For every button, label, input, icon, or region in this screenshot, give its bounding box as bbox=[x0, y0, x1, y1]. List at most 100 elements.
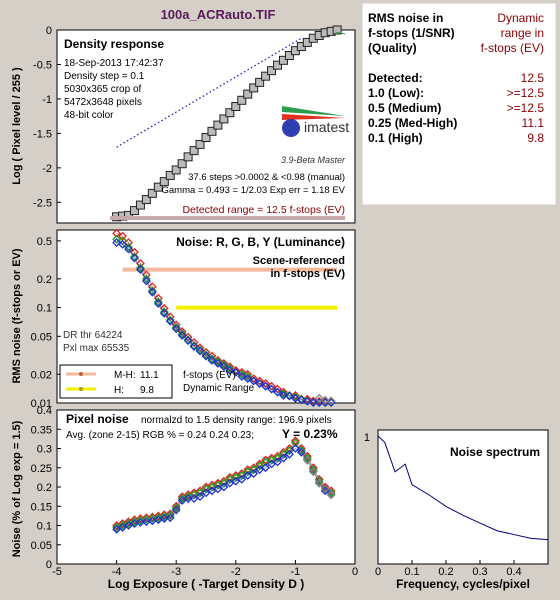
noise-point bbox=[273, 387, 282, 397]
pixel-y-value: Y = 0.23% bbox=[282, 427, 338, 441]
noise-point bbox=[255, 379, 265, 388]
pixel-point bbox=[279, 453, 288, 463]
noise-point bbox=[195, 346, 205, 356]
pixel-noise-panel: Noise (% of Log exp = 1.5) Log Exposure … bbox=[11, 405, 358, 591]
legend-value-h: 9.8 bbox=[140, 385, 154, 396]
spectrum-panel: 1 0 0.1 0.2 0.3 0.4 Noise spectrum Frequency… bbox=[364, 429, 549, 591]
density-point bbox=[249, 83, 259, 93]
pixel-heading: Pixel noise bbox=[66, 412, 129, 426]
density-point bbox=[195, 139, 205, 149]
logo-green-wedge bbox=[282, 106, 345, 116]
density-ytick-label: -0.5 bbox=[33, 59, 52, 71]
density-ytick-label: -2 bbox=[42, 163, 52, 175]
spectrum-xtick-label: 0.3 bbox=[472, 566, 487, 578]
noise-point bbox=[261, 379, 271, 388]
pixel-point bbox=[285, 449, 294, 459]
noise-point bbox=[159, 308, 169, 318]
density-end-tick bbox=[335, 31, 346, 35]
spectrum-heading: Noise spectrum bbox=[450, 445, 540, 459]
density-point bbox=[165, 170, 175, 180]
noise-point bbox=[124, 242, 133, 252]
density-ytick-label: -1.5 bbox=[33, 128, 52, 140]
noise-point bbox=[314, 393, 324, 403]
spectrum-xtick-label: 0.2 bbox=[438, 566, 453, 578]
table-row-label: 0.5 (Medium) bbox=[368, 101, 441, 115]
noise-point bbox=[153, 299, 163, 309]
noise-ytick-label: 0.01 bbox=[31, 398, 52, 410]
density-heading: Density response bbox=[64, 37, 164, 51]
spectrum-ytick: 1 bbox=[364, 432, 370, 444]
noise-point bbox=[243, 371, 253, 381]
density-point bbox=[159, 177, 169, 187]
legend-label-mh: M-H: bbox=[114, 370, 136, 381]
density-point bbox=[135, 200, 145, 210]
table-row-value: >=12.5 bbox=[507, 86, 545, 100]
noise-point bbox=[213, 358, 223, 368]
table-header-left: RMS noise in bbox=[368, 11, 443, 25]
noise-point bbox=[290, 391, 300, 400]
noise-point bbox=[231, 367, 241, 377]
density-info-line: 5472x3648 pixels bbox=[64, 97, 142, 108]
noise-point bbox=[183, 336, 193, 346]
table-row-value: 12.5 bbox=[521, 71, 545, 85]
logo-red-wedge bbox=[282, 114, 345, 120]
dynamic-range-table: RMS noise in f-stops (1/SNR) (Quality) D… bbox=[361, 2, 557, 206]
table-row-value: >=12.5 bbox=[507, 101, 545, 115]
noise-point bbox=[237, 367, 247, 377]
density-ytick-label: -2.5 bbox=[33, 197, 52, 209]
noise-point bbox=[136, 265, 145, 275]
pixel-avg-text: Avg. (zone 2-15) RGB % = 0.24 0.24 0.23; bbox=[66, 430, 254, 441]
noise-ytick-label: 0.1 bbox=[37, 303, 52, 315]
noise-point bbox=[237, 371, 247, 381]
noise-point bbox=[159, 307, 169, 317]
noise-panel: RMS noise (f-stops or EV) 0.50.20.10.050… bbox=[11, 228, 356, 410]
pixel-point bbox=[296, 447, 306, 457]
table-row: 0.1 (High) 9.8 bbox=[368, 131, 544, 145]
noise-point bbox=[285, 391, 294, 401]
pixel-ylabel: Noise (% of Log exp = 1.5) bbox=[11, 420, 23, 557]
table-row: 1.0 (Low): >=12.5 bbox=[368, 86, 544, 100]
density-point bbox=[171, 165, 181, 175]
density-info-line: Density step = 0.1 bbox=[64, 71, 145, 82]
noise-point bbox=[326, 396, 336, 406]
pixel-point bbox=[326, 490, 336, 500]
pixel-point bbox=[290, 438, 300, 448]
figure-title: 100a_ACRauto.TIF bbox=[161, 7, 276, 22]
density-point bbox=[183, 152, 193, 162]
table-header-right: f-stops (EV) bbox=[481, 41, 544, 55]
table-row: 0.5 (Medium) >=12.5 bbox=[368, 101, 544, 115]
scene-referenced-line: Scene-referenced bbox=[253, 255, 345, 267]
density-ylabel: Log ( Pixel level / 255 ) bbox=[11, 67, 23, 185]
density-stats-line: Gamma = 0.493 = 1/2.03 Exp err = 1.18 EV bbox=[161, 185, 345, 196]
table-box bbox=[361, 2, 557, 206]
pixel-point bbox=[171, 505, 181, 515]
noise-point bbox=[141, 274, 151, 284]
pixel-point bbox=[308, 467, 318, 477]
density-point bbox=[278, 55, 288, 65]
scene-referenced-line: in f-stops (EV) bbox=[270, 268, 345, 280]
density-plot-area bbox=[56, 29, 356, 224]
density-point bbox=[332, 25, 342, 35]
legend-marker-h bbox=[79, 387, 83, 391]
pixel-point bbox=[314, 478, 324, 488]
density-point bbox=[207, 126, 217, 136]
density-info-line: 5030x365 crop of bbox=[64, 84, 142, 95]
density-point bbox=[243, 89, 253, 99]
pixel-xlabel: Log Exposure ( -Target Density D ) bbox=[108, 577, 304, 591]
noise-point bbox=[177, 331, 187, 340]
pixel-point bbox=[290, 444, 300, 453]
density-yticks: 0 -0.5 -1 -1.5 -2 -2.5 bbox=[33, 25, 61, 209]
noise-point bbox=[243, 369, 253, 379]
noise-ylabel: RMS noise (f-stops or EV) bbox=[11, 248, 23, 383]
logo-blue-sphere bbox=[282, 119, 300, 137]
noise-point bbox=[171, 324, 181, 334]
noise-point bbox=[112, 238, 122, 247]
noise-point bbox=[314, 398, 324, 408]
noise-point bbox=[130, 253, 139, 263]
noise-point bbox=[130, 252, 139, 262]
density-point bbox=[273, 60, 283, 70]
noise-point bbox=[147, 287, 157, 297]
noise-yticks: 0.5 0.2 0.1 0.05 0.02 0.01 bbox=[31, 236, 61, 410]
spectrum-xtick-label: 0.4 bbox=[506, 566, 521, 578]
noise-ytick-label: 0.05 bbox=[31, 331, 52, 343]
